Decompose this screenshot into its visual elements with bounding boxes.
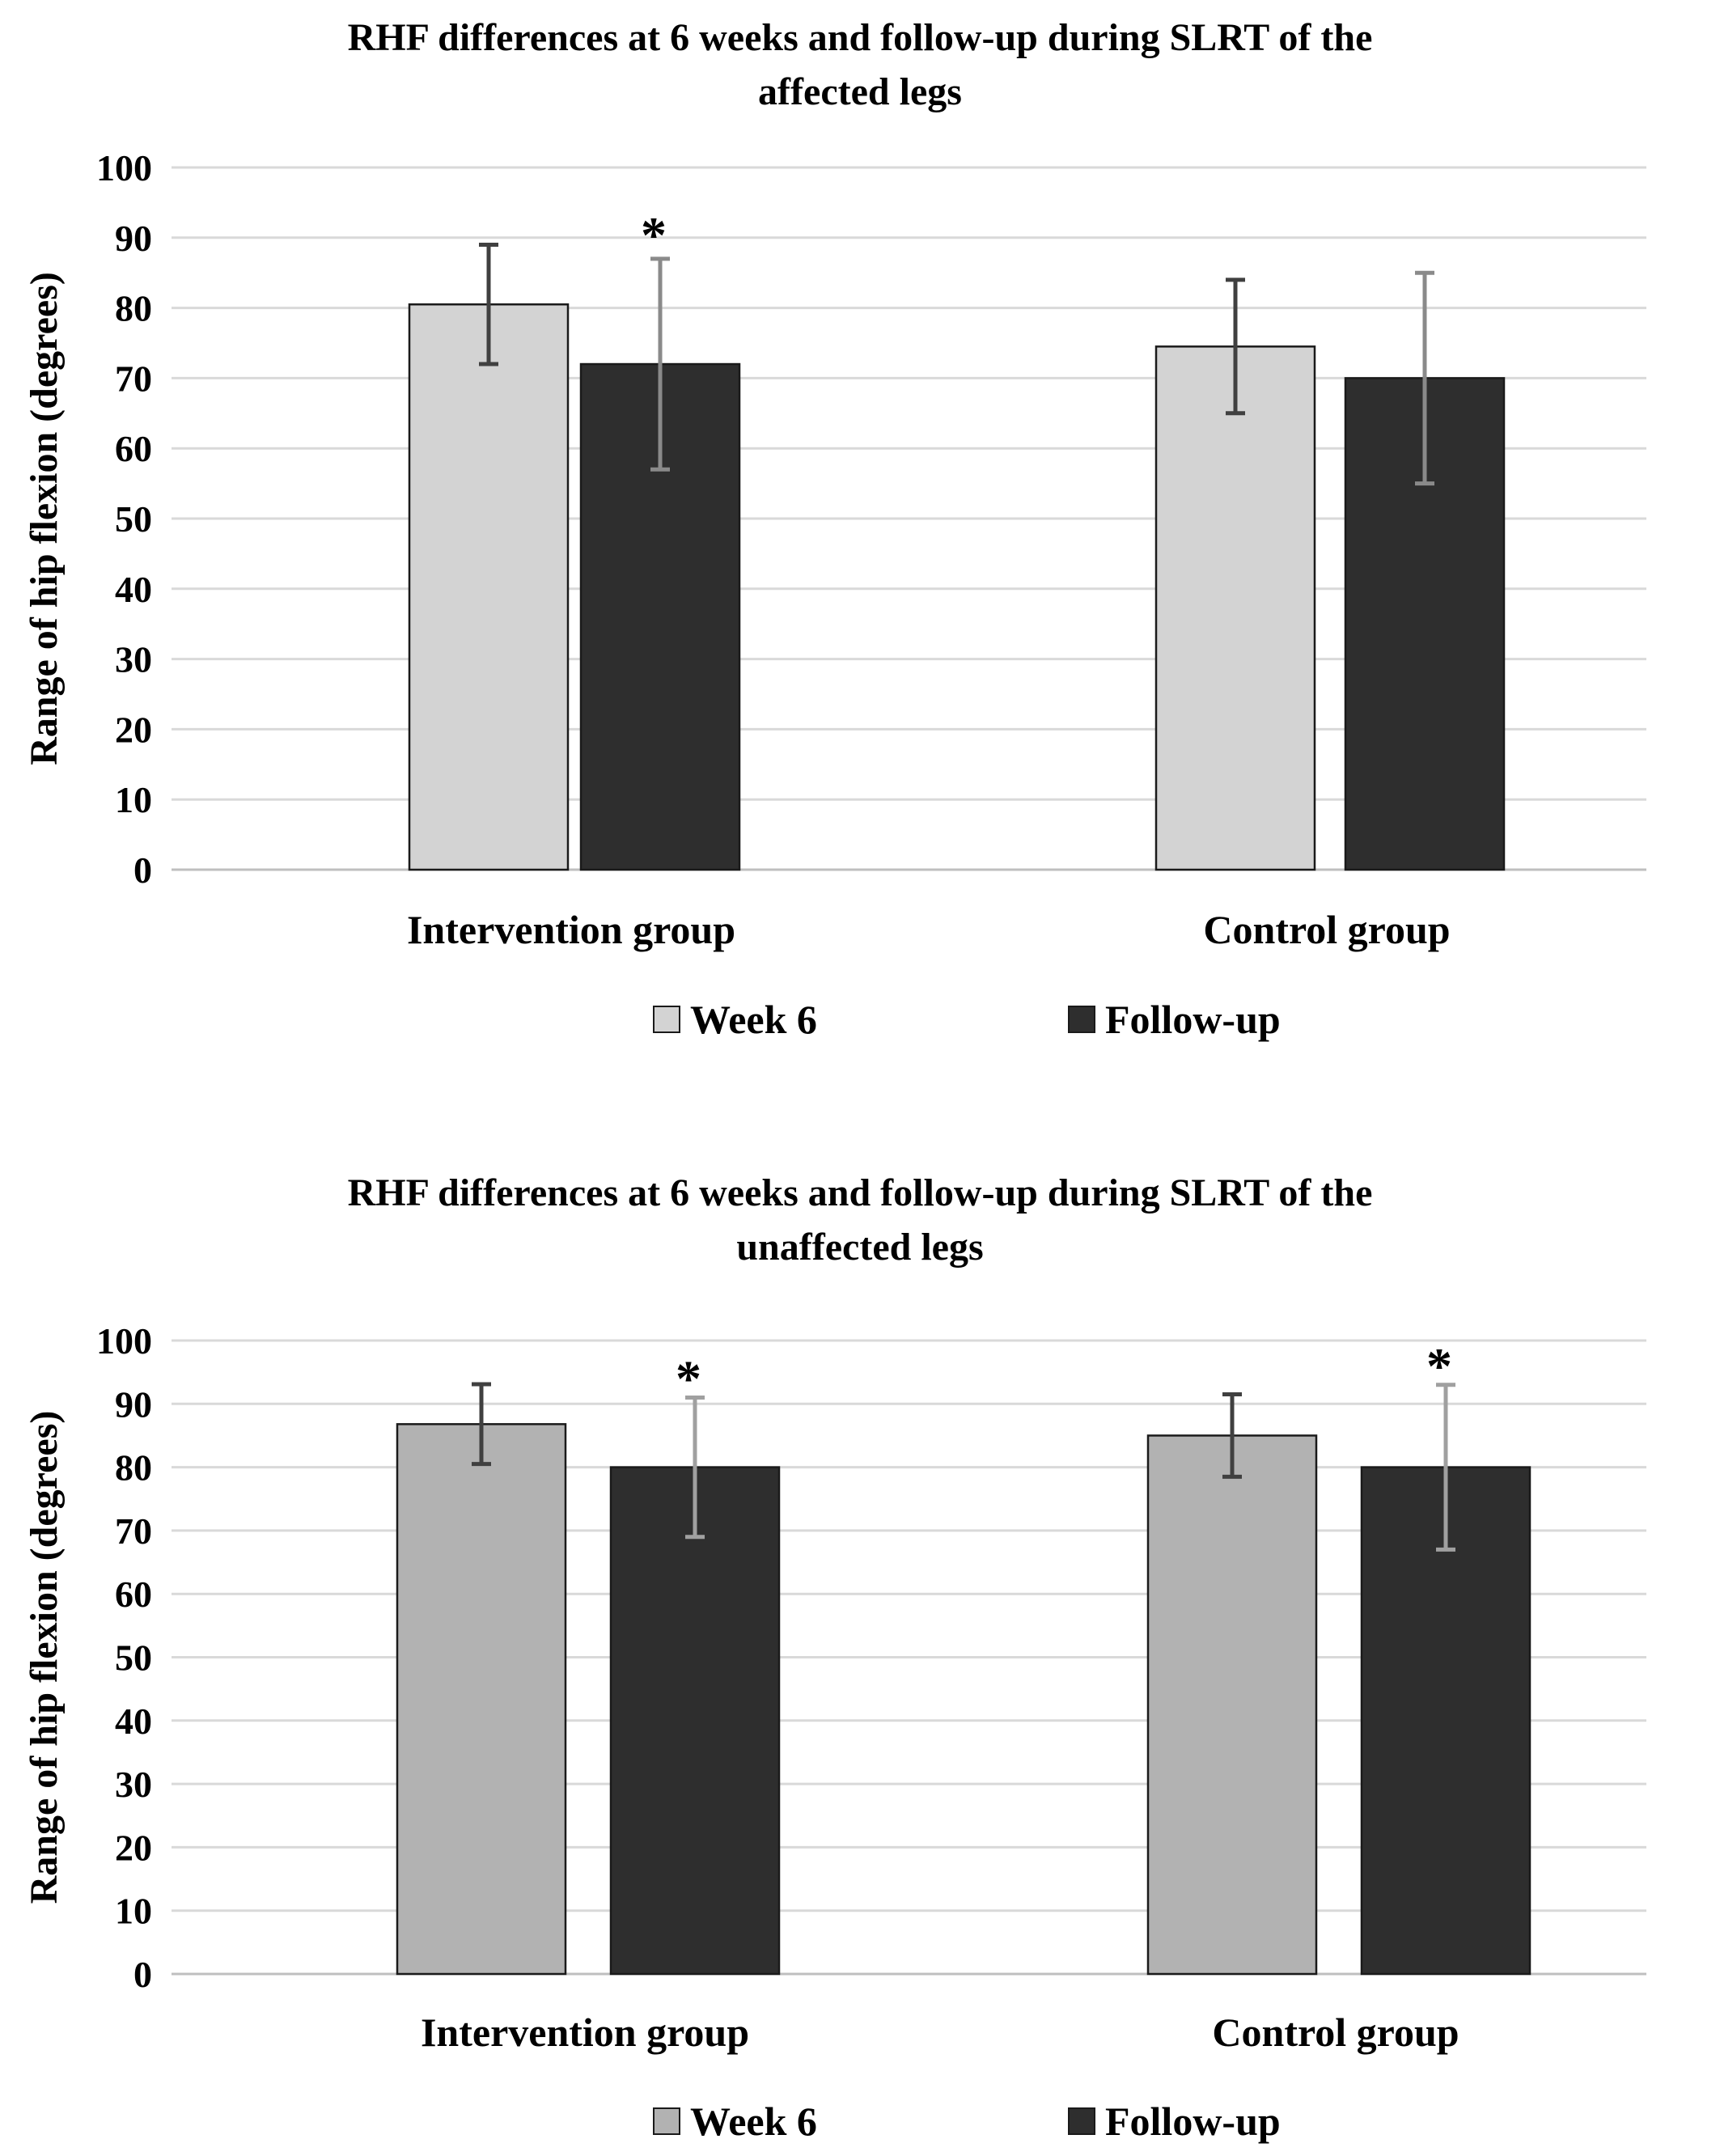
error-bar [1222,1392,1242,1479]
bar-week6-intervention [396,1423,567,1976]
error-bar [479,242,498,366]
y-axis-label: Range of hip flexion (degrees) [23,272,66,765]
y-tick-label: 80 [115,1447,152,1489]
y-tick-label: 100 [96,1320,152,1362]
legend-item-week6: Week 6 [653,997,817,1042]
significance-asterisk: * [676,1349,701,1407]
y-tick-label: 10 [115,1891,152,1932]
y-tick-label: 70 [115,358,152,399]
bar-week6-control [1146,1434,1318,1976]
chart-title: affected legs [758,70,962,113]
bar-followup-intervention [609,1466,781,1976]
error-bar [1415,270,1434,486]
y-tick-label: 10 [115,779,152,820]
bar-week6-control [1154,345,1316,871]
y-tick-label: 90 [115,1383,152,1425]
x-category-label: Intervention group [407,907,735,952]
y-tick-label: 40 [115,569,152,610]
significance-asterisk: * [1426,1337,1452,1395]
error-bar [472,1382,491,1467]
y-tick-label: 60 [115,1574,152,1615]
bar-followup-control [1360,1466,1531,1976]
legend-label: Follow-up [1105,2099,1281,2144]
x-category-label: Control group [1203,907,1450,952]
chart-title: RHF differences at 6 weeks and follow-up… [348,16,1373,59]
bar-week6-intervention [408,303,570,871]
y-tick-label: 50 [115,1637,152,1679]
chart-panel-2: RHF differences at 6 weeks and follow-up… [23,1171,1646,2144]
legend-item-followup: Follow-up [1068,2099,1281,2144]
significance-asterisk: * [641,206,667,264]
legend-label: Follow-up [1105,997,1281,1042]
legend-swatch [1068,1006,1095,1033]
error-bar [1226,277,1245,416]
y-tick-label: 20 [115,709,152,750]
y-tick-label: 50 [115,498,152,540]
y-tick-label: 80 [115,288,152,329]
error-bar [685,1395,705,1540]
legend-item-followup: Follow-up [1068,997,1281,1042]
y-tick-label: 70 [115,1510,152,1552]
legend-label: Week 6 [690,2099,817,2144]
chart-title: RHF differences at 6 weeks and follow-up… [348,1171,1373,1214]
y-tick-label: 40 [115,1701,152,1742]
y-tick-label: 60 [115,428,152,469]
y-tick-label: 0 [133,849,152,891]
legend-swatch [1068,2107,1095,2135]
chart-title: unaffected legs [736,1226,983,1269]
legend-swatch [653,2107,680,2135]
y-tick-label: 20 [115,1827,152,1868]
x-category-label: Control group [1212,2010,1459,2055]
y-axis-label: Range of hip flexion (degrees) [23,1411,66,1904]
y-tick-label: 0 [133,1954,152,1995]
legend-item-week6: Week 6 [653,2099,817,2144]
legend-swatch [653,1006,680,1033]
legend-label: Week 6 [690,997,817,1042]
y-tick-label: 30 [115,639,152,680]
y-tick-label: 100 [96,147,152,188]
chart-panel-1: RHF differences at 6 weeks and follow-up… [23,16,1646,1042]
y-tick-label: 90 [115,218,152,259]
error-bar [1436,1383,1455,1552]
y-tick-label: 30 [115,1764,152,1805]
error-bar [650,256,670,472]
x-category-label: Intervention group [421,2010,749,2055]
